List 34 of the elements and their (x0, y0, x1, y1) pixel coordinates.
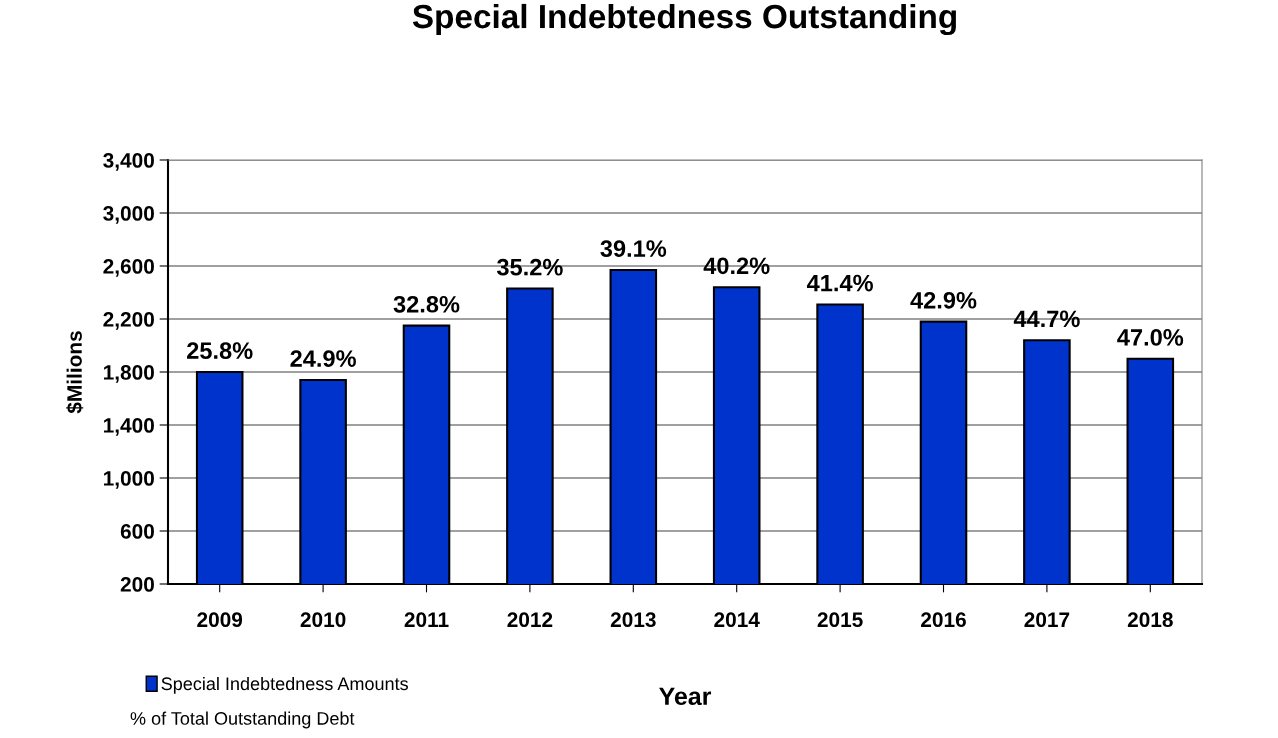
text: 25.8% (187, 342, 253, 359)
text: 24.9% (290, 350, 356, 367)
legend-label: Special Indebtedness Amounts (161, 676, 408, 694)
text: % of Total Outstanding Debt (130, 711, 355, 729)
chart-title: Special Indebtedness Outstanding (412, 3, 956, 36)
text: 47.0% (1117, 329, 1184, 346)
y-tick-label: 2,600 (103, 259, 154, 277)
y-tick-label: 600 (120, 524, 154, 539)
text: 44.7% (1013, 310, 1080, 328)
text: 32.8% (393, 295, 460, 313)
y-tick-label: 1,000 (103, 471, 154, 489)
x-tick-label: 2014 (714, 612, 760, 628)
x-tick-label: 2012 (507, 612, 553, 628)
x-tick-label: 2009 (197, 612, 243, 628)
x-tick-label: 2018 (1127, 612, 1173, 628)
x-tick-label: 2010 (300, 612, 346, 628)
text: 41.4% (806, 274, 873, 292)
y-tick-label: 2,200 (103, 312, 154, 330)
x-tick-label: 2017 (1024, 612, 1070, 628)
x-tick-label: 2011 (404, 612, 449, 628)
x-tick-label: 2016 (921, 612, 966, 628)
x-tick-label: 2013 (610, 612, 656, 628)
y-tick-label: 1,800 (103, 365, 154, 383)
y-tick-label: 200 (120, 577, 154, 592)
y-axis-title: $Milions (66, 331, 84, 414)
y-tick-label: 3,400 (103, 153, 154, 171)
y-tick-label: 3,000 (103, 206, 154, 224)
text: 42.9% (910, 291, 977, 309)
x-tick-label: 2015 (817, 612, 863, 628)
text: 39.1% (600, 240, 667, 258)
text: 40.2% (703, 257, 770, 275)
y-tick-label: 1,400 (103, 418, 154, 436)
text: 35.2% (496, 258, 563, 276)
x-axis-title: Year (659, 687, 712, 706)
